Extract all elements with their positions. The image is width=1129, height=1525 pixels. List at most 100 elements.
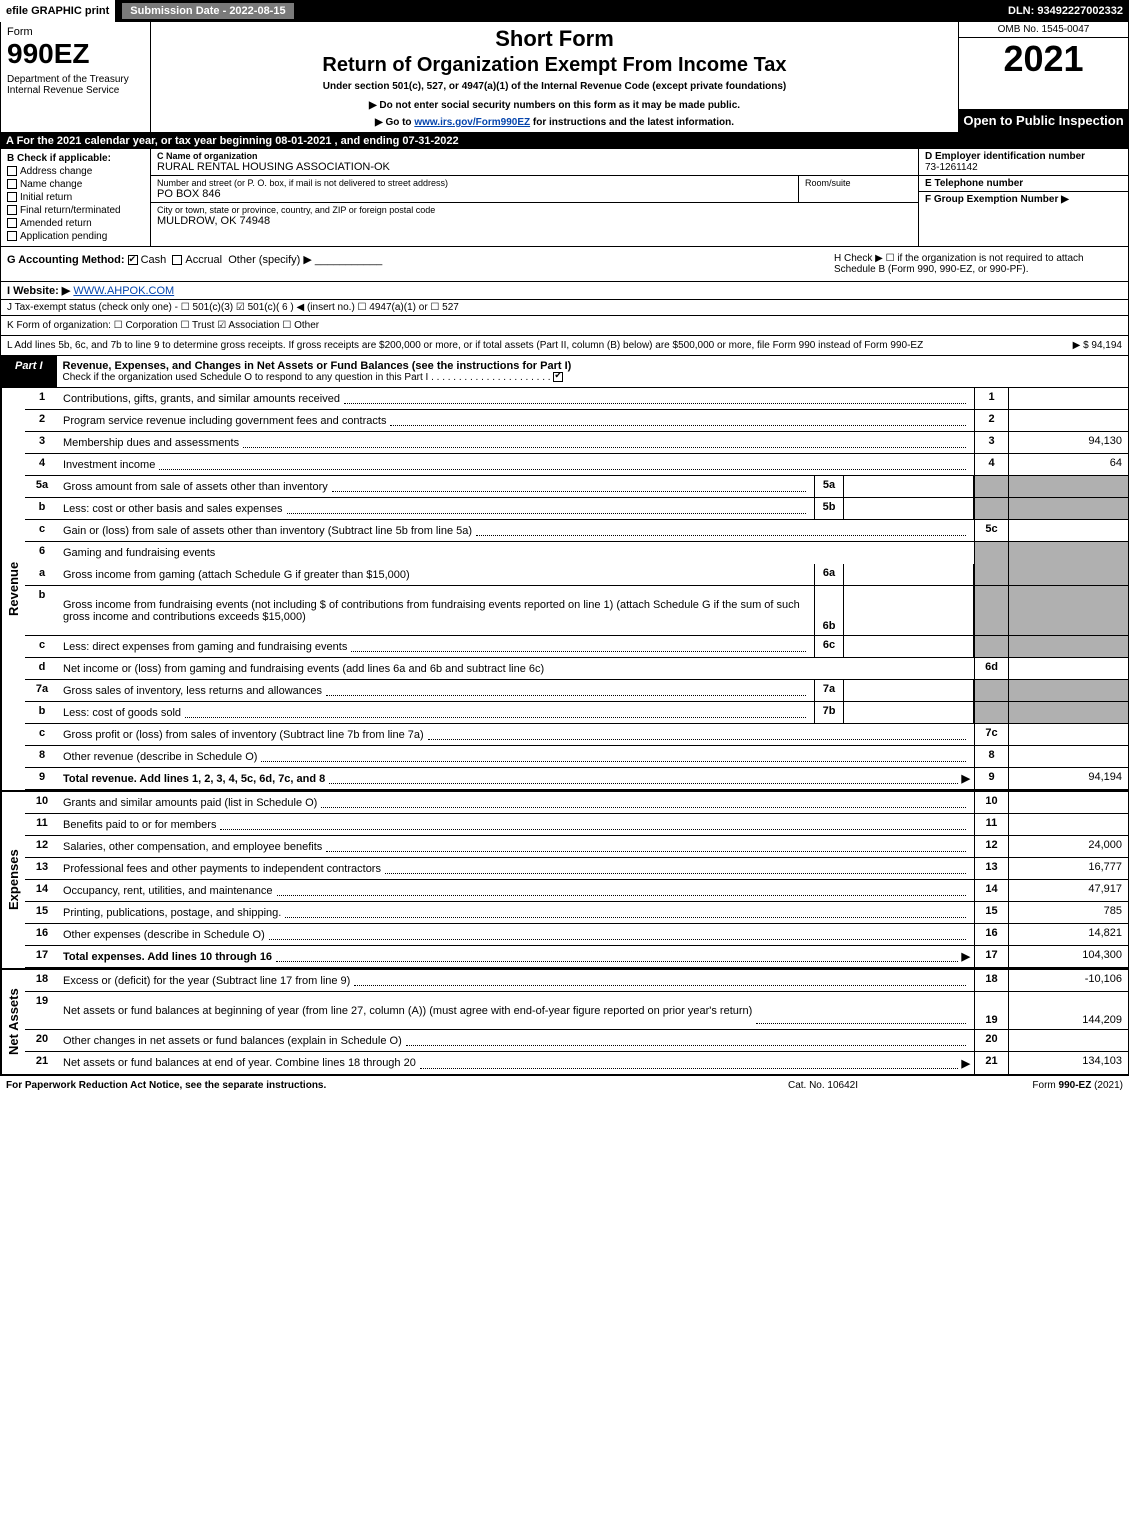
row-i-website: I Website: ▶ WWW.AHPOK.COM [0,282,1129,300]
h-schedule-b: H Check ▶ ☐ if the organization is not r… [828,247,1128,281]
top-bar: efile GRAPHIC print Submission Date - 20… [0,0,1129,22]
return-title: Return of Organization Exempt From Incom… [157,54,952,77]
section-bcdef: B Check if applicable: Address change Na… [0,149,1129,247]
side-revenue: Revenue [1,388,25,790]
chk-initial-return[interactable]: Initial return [7,192,144,203]
submission-date: Submission Date - 2022-08-15 [121,2,294,20]
g-label: G Accounting Method: [7,254,125,266]
chk-application-pending[interactable]: Application pending [7,231,144,242]
col-b-checkboxes: B Check if applicable: Address change Na… [1,149,151,246]
side-netassets: Net Assets [1,970,25,1074]
chk-name-change[interactable]: Name change [7,179,144,190]
line-10: 10Grants and similar amounts paid (list … [25,792,1128,814]
group-exemption-cell: F Group Exemption Number ▶ [919,192,1128,207]
part1-header: Part I Revenue, Expenses, and Changes in… [0,356,1129,388]
chk-amended-return[interactable]: Amended return [7,218,144,229]
open-inspection: Open to Public Inspection [959,109,1128,132]
chk-cash[interactable] [128,255,138,265]
part1-label: Part I [1,356,57,387]
d-value: 73-1261142 [925,162,978,173]
city-value: MULDROW, OK 74948 [157,215,912,227]
form-number: 990EZ [7,38,144,70]
line-9: 9Total revenue. Add lines 1, 2, 3, 4, 5c… [25,768,1128,790]
line-3: 3Membership dues and assessments394,130 [25,432,1128,454]
line-12: 12Salaries, other compensation, and empl… [25,836,1128,858]
d-label: D Employer identification number [925,151,1085,162]
page-footer: For Paperwork Reduction Act Notice, see … [0,1075,1129,1095]
line-7b: bLess: cost of goods sold7b [25,702,1128,724]
chk-accrual[interactable] [172,255,182,265]
line-4: 4Investment income464 [25,454,1128,476]
line-7a: 7aGross sales of inventory, less returns… [25,680,1128,702]
line-5b: bLess: cost or other basis and sales exp… [25,498,1128,520]
line-15: 15Printing, publications, postage, and s… [25,902,1128,924]
goto-pre: ▶ Go to [375,117,414,128]
tax-year: 2021 [959,38,1128,109]
header-left: Form 990EZ Department of the Treasury In… [1,22,151,132]
ein-cell: D Employer identification number 73-1261… [919,149,1128,176]
under-section: Under section 501(c), 527, or 4947(a)(1)… [157,81,952,92]
efile-print[interactable]: efile GRAPHIC print [0,0,115,22]
dln: DLN: 93492227002332 [1008,5,1129,17]
l-text: L Add lines 5b, 6c, and 7b to line 9 to … [7,340,923,351]
revenue-section: Revenue 1Contributions, gifts, grants, a… [0,388,1129,790]
row-gh: G Accounting Method: Cash Accrual Other … [0,247,1129,282]
short-form-title: Short Form [157,26,952,52]
accrual-label: Accrual [185,254,222,266]
line-18: 18Excess or (deficit) for the year (Subt… [25,970,1128,992]
street-label: Number and street (or P. O. box, if mail… [157,178,792,188]
line-6d: dNet income or (loss) from gaming and fu… [25,658,1128,680]
chk-schedule-o[interactable] [553,372,563,382]
row-a-tax-year: A For the 2021 calendar year, or tax yea… [0,133,1129,149]
line-2: 2Program service revenue including gover… [25,410,1128,432]
goto-post: for instructions and the latest informat… [530,117,734,128]
line-5a: 5aGross amount from sale of assets other… [25,476,1128,498]
col-d-right: D Employer identification number 73-1261… [918,149,1128,246]
part1-title: Revenue, Expenses, and Changes in Net As… [57,356,1128,387]
form-header: Form 990EZ Department of the Treasury In… [0,22,1129,133]
expenses-section: Expenses 10Grants and similar amounts pa… [0,790,1129,968]
header-center: Short Form Return of Organization Exempt… [151,22,958,132]
department: Department of the Treasury Internal Reve… [7,74,144,96]
c-name-value: RURAL RENTAL HOUSING ASSOCIATION-OK [157,161,912,173]
other-label: Other (specify) ▶ [228,254,312,266]
footer-center: Cat. No. 10642I [723,1080,923,1091]
street-cell: Number and street (or P. O. box, if mail… [151,176,798,202]
form-word: Form [7,26,144,38]
city-label: City or town, state or province, country… [157,205,912,215]
f-label: F Group Exemption Number ▶ [925,194,1069,205]
footer-left: For Paperwork Reduction Act Notice, see … [6,1080,723,1091]
line-7c: cGross profit or (loss) from sales of in… [25,724,1128,746]
footer-right: Form 990-EZ (2021) [923,1080,1123,1091]
line-6: 6Gaming and fundraising events [25,542,1128,564]
irs-link[interactable]: www.irs.gov/Form990EZ [414,117,530,128]
i-label: I Website: ▶ [7,285,70,297]
line-13: 13Professional fees and other payments t… [25,858,1128,880]
line-19: 19Net assets or fund balances at beginni… [25,992,1128,1030]
g-accounting: G Accounting Method: Cash Accrual Other … [1,247,828,281]
row-k-org-form: K Form of organization: ☐ Corporation ☐ … [0,316,1129,336]
line-1: 1Contributions, gifts, grants, and simil… [25,388,1128,410]
chk-final-return[interactable]: Final return/terminated [7,205,144,216]
line-5c: cGain or (loss) from sale of assets othe… [25,520,1128,542]
header-right: OMB No. 1545-0047 2021 Open to Public In… [958,22,1128,132]
line-6b: bGross income from fundraising events (n… [25,586,1128,636]
website-link[interactable]: WWW.AHPOK.COM [73,285,174,297]
goto-row: ▶ Go to www.irs.gov/Form990EZ for instru… [157,117,952,128]
line-6a: aGross income from gaming (attach Schedu… [25,564,1128,586]
col-c-org-info: C Name of organization RURAL RENTAL HOUS… [151,149,918,246]
chk-address-change[interactable]: Address change [7,166,144,177]
line-8: 8Other revenue (describe in Schedule O)8 [25,746,1128,768]
e-label: E Telephone number [925,178,1023,189]
line-21: 21Net assets or fund balances at end of … [25,1052,1128,1074]
cash-label: Cash [141,254,167,266]
street-value: PO BOX 846 [157,188,792,200]
c-name-label: C Name of organization [157,151,912,161]
room-cell: Room/suite [798,176,918,202]
omb-number: OMB No. 1545-0047 [959,22,1128,38]
line-6c: cLess: direct expenses from gaming and f… [25,636,1128,658]
line-16: 16Other expenses (describe in Schedule O… [25,924,1128,946]
line-17: 17Total expenses. Add lines 10 through 1… [25,946,1128,968]
org-name-cell: C Name of organization RURAL RENTAL HOUS… [151,149,918,175]
city-cell: City or town, state or province, country… [151,203,918,229]
